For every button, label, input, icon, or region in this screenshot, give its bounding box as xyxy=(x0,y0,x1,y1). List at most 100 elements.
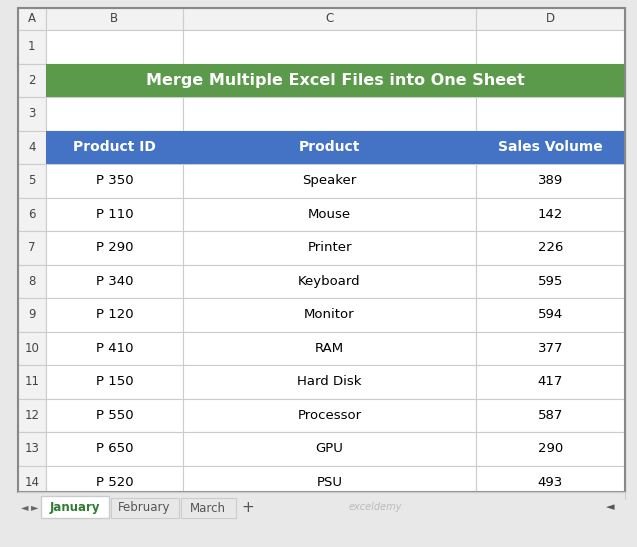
Text: GPU: GPU xyxy=(315,443,343,455)
Text: P 520: P 520 xyxy=(96,476,133,489)
Bar xyxy=(476,131,625,164)
Text: 493: 493 xyxy=(538,476,563,489)
Text: 389: 389 xyxy=(538,174,563,187)
Bar xyxy=(111,498,178,518)
Text: RAM: RAM xyxy=(315,342,344,355)
Bar xyxy=(476,131,625,164)
Bar xyxy=(183,8,476,30)
Bar xyxy=(476,8,625,30)
Text: Mouse: Mouse xyxy=(308,208,351,221)
Text: 13: 13 xyxy=(24,443,39,455)
Text: P 290: P 290 xyxy=(96,241,133,254)
Bar xyxy=(476,298,625,331)
Text: 2: 2 xyxy=(28,74,36,87)
Text: D: D xyxy=(546,13,555,26)
Text: +: + xyxy=(241,499,254,515)
Bar xyxy=(45,432,183,465)
Text: ►: ► xyxy=(31,502,39,512)
Text: Merge Multiple Excel Files into One Sheet: Merge Multiple Excel Files into One Shee… xyxy=(146,73,525,88)
Text: 417: 417 xyxy=(538,375,563,388)
Bar xyxy=(45,30,183,63)
Bar xyxy=(18,8,45,30)
Bar xyxy=(45,465,183,499)
Text: P 550: P 550 xyxy=(96,409,133,422)
Text: 12: 12 xyxy=(24,409,39,422)
Bar xyxy=(45,164,183,197)
Bar xyxy=(45,265,183,298)
Bar xyxy=(18,432,45,465)
Bar xyxy=(41,496,108,518)
Bar xyxy=(476,164,625,197)
Bar xyxy=(183,399,476,432)
Bar xyxy=(476,399,625,432)
Bar xyxy=(45,197,183,231)
Bar xyxy=(180,498,236,518)
Bar xyxy=(18,197,45,231)
Bar xyxy=(18,465,45,499)
Text: 6: 6 xyxy=(28,208,36,221)
Bar xyxy=(183,131,476,164)
Text: P 150: P 150 xyxy=(96,375,133,388)
Bar xyxy=(476,231,625,265)
Bar xyxy=(476,331,625,365)
Bar xyxy=(18,97,45,131)
Text: 7: 7 xyxy=(28,241,36,254)
Text: 5: 5 xyxy=(28,174,36,187)
Bar xyxy=(18,8,625,492)
Bar xyxy=(45,399,183,432)
Bar xyxy=(183,365,476,399)
Text: Sales Volume: Sales Volume xyxy=(498,140,603,154)
Text: P 340: P 340 xyxy=(96,275,133,288)
Bar xyxy=(183,265,476,298)
Text: Processor: Processor xyxy=(297,409,362,422)
Text: PSU: PSU xyxy=(317,476,343,489)
Bar xyxy=(183,298,476,331)
Text: Keyboard: Keyboard xyxy=(298,275,361,288)
Bar xyxy=(476,265,625,298)
Text: January: January xyxy=(49,501,100,514)
Text: exceldemy: exceldemy xyxy=(348,502,402,512)
Bar xyxy=(18,30,45,63)
Bar xyxy=(45,331,183,365)
Bar xyxy=(183,63,476,97)
Text: ◄: ◄ xyxy=(606,502,614,512)
Text: 587: 587 xyxy=(538,409,563,422)
Bar xyxy=(476,63,625,97)
Text: 9: 9 xyxy=(28,309,36,321)
Bar xyxy=(45,298,183,331)
Text: 377: 377 xyxy=(538,342,563,355)
Bar xyxy=(18,492,625,522)
Bar xyxy=(183,331,476,365)
Text: 1: 1 xyxy=(28,40,36,53)
Bar xyxy=(183,131,476,164)
Text: March: March xyxy=(190,502,226,515)
Text: 142: 142 xyxy=(538,208,563,221)
Bar xyxy=(18,8,625,492)
Bar xyxy=(45,131,183,164)
Bar xyxy=(18,365,45,399)
Bar xyxy=(476,197,625,231)
Text: P 120: P 120 xyxy=(96,309,133,321)
Bar xyxy=(18,399,45,432)
Bar xyxy=(18,164,45,197)
Text: 4: 4 xyxy=(28,141,36,154)
Bar xyxy=(45,365,183,399)
Bar xyxy=(183,97,476,131)
Bar xyxy=(183,465,476,499)
Text: Product: Product xyxy=(299,140,360,154)
Text: Product ID: Product ID xyxy=(73,140,156,154)
Text: Hard Disk: Hard Disk xyxy=(297,375,362,388)
Text: Printer: Printer xyxy=(307,241,352,254)
Bar xyxy=(476,30,625,63)
Text: P 650: P 650 xyxy=(96,443,133,455)
Bar xyxy=(476,432,625,465)
Text: February: February xyxy=(118,502,171,515)
Text: B: B xyxy=(110,13,118,26)
Bar xyxy=(476,465,625,499)
Text: 595: 595 xyxy=(538,275,563,288)
Bar xyxy=(476,365,625,399)
Bar xyxy=(45,97,183,131)
Text: 14: 14 xyxy=(24,476,39,489)
Text: P 410: P 410 xyxy=(96,342,133,355)
Text: 11: 11 xyxy=(24,375,39,388)
